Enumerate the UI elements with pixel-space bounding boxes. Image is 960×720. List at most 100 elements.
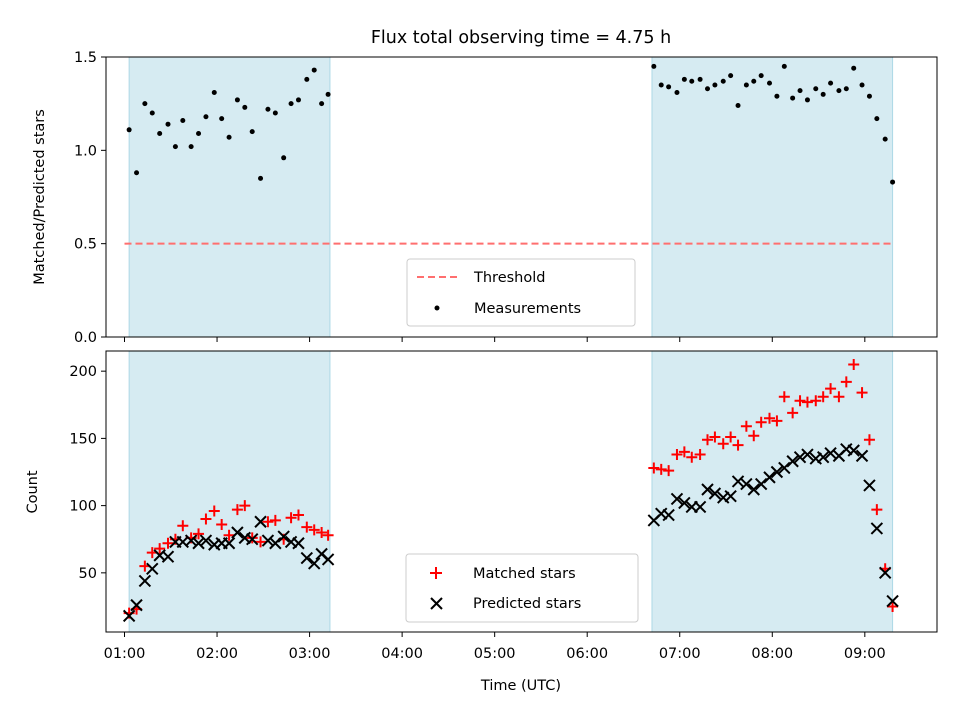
matched-stars-point [285,512,297,524]
measurement-point [325,91,331,97]
matched-stars-point [871,504,883,516]
predicted-stars-point [801,448,814,461]
xtick-label: 04:00 [381,646,423,662]
measurement-point [142,101,148,107]
count-panel-ylabel: Count [25,470,41,513]
predicted-stars-point [222,537,236,550]
measurement-point [790,95,796,101]
measurement-point [843,86,849,92]
predicted-stars-point [701,483,714,496]
measurement-point [697,76,703,82]
measurement-point [728,73,734,79]
matched-stars-point [810,395,822,407]
predicted-stars-point [847,444,860,457]
matched-stars-point [223,529,235,541]
measurement-point [226,134,232,140]
measurement-point [149,110,155,116]
matched-stars-point [748,430,760,442]
matched-stars-point [740,420,752,432]
measurement-point [874,116,880,122]
count-shaded-span [651,351,893,632]
measurements-legend-swatch [434,305,440,311]
count-legend-box [405,553,639,623]
predicted-stars-point [740,477,753,491]
measurement-point [804,97,810,103]
measurement-point [797,88,803,94]
measurement-point [813,86,819,92]
measurement-point [767,80,773,86]
predicted-stars-point [754,477,768,491]
measurement-point [712,82,718,88]
measurement-point [295,97,301,103]
measurement-point [836,88,842,94]
count-ytick-label: 100 [69,499,97,515]
matched-stars-point [177,520,189,532]
measurement-point [666,84,672,90]
ratio-ytick-label: 1.5 [74,50,97,66]
predicted-stars-point [678,496,691,510]
predicted-legend-swatch [430,597,443,610]
measurement-point [172,144,178,150]
matched-stars-point [817,391,829,403]
ratio-shaded-span [651,57,893,337]
measurement-point [203,114,209,120]
measurement-point [188,144,194,150]
ratio-panel: 0.0 0.5 1.0 1.5 Matched/Predicted stars Thr… [32,50,938,346]
predicted-stars-point [708,487,722,500]
measurement-point [735,103,741,109]
matched-stars-point [301,521,313,533]
predicted-stars-point [724,489,737,503]
xtick-label: 06:00 [566,646,608,662]
predicted-stars-point [824,446,837,460]
measurement-point [828,80,834,86]
xtick-label: 07:00 [659,646,701,662]
predicted-stars-point [870,522,884,535]
matched-legend-label: Matched stars [473,566,576,582]
ratio-panel-ylabel: Matched/Predicted stars [32,109,48,285]
count-panel-frame [105,350,938,633]
predicted-stars-point [199,534,213,547]
measurement-point [820,91,826,97]
predicted-stars-point [786,455,799,468]
predicted-stars-point [763,471,776,484]
ratio-panel-frame [105,56,938,338]
measurement-point [281,155,287,161]
measurement-point [859,82,865,88]
matched-stars-point [755,416,767,428]
xtick-label: 01:00 [104,646,146,662]
predicted-legend-label: Predicted stars [473,596,581,612]
predicted-stars-point [321,553,335,566]
matched-stars-point [316,527,328,539]
measurement-point [743,82,749,88]
matched-stars-point [787,407,799,419]
measurement-point [180,117,186,123]
matched-stars-point [154,543,166,555]
matched-stars-point [725,431,737,443]
predicted-stars-point [308,557,321,570]
predicted-stars-point [254,515,267,528]
measurement-point [258,175,264,181]
matched-stars-point [322,529,334,541]
matched-stars-point [863,434,875,446]
matched-stars-point [833,391,845,403]
ratio-legend-box [406,258,636,327]
measurement-point [681,76,687,82]
measurement-point [890,179,896,185]
predicted-stars-point [246,533,259,546]
predicted-stars-point [662,508,675,522]
count-shaded-span [129,351,330,632]
measurement-point [165,121,171,127]
matched-stars-point [840,376,852,388]
measurement-point [319,101,325,107]
predicted-stars-point [778,461,791,475]
matched-stars-point [216,518,228,530]
predicted-stars-point [122,609,136,623]
matched-stars-point [239,500,251,512]
xtick-label: 08:00 [751,646,793,662]
count-ytick-label: 200 [69,364,97,380]
count-legend: Matched stars Predicted stars [405,553,639,623]
matched-stars-point [848,358,860,370]
ratio-ytick-label: 0.5 [74,237,97,253]
matched-stars-point [292,509,304,521]
